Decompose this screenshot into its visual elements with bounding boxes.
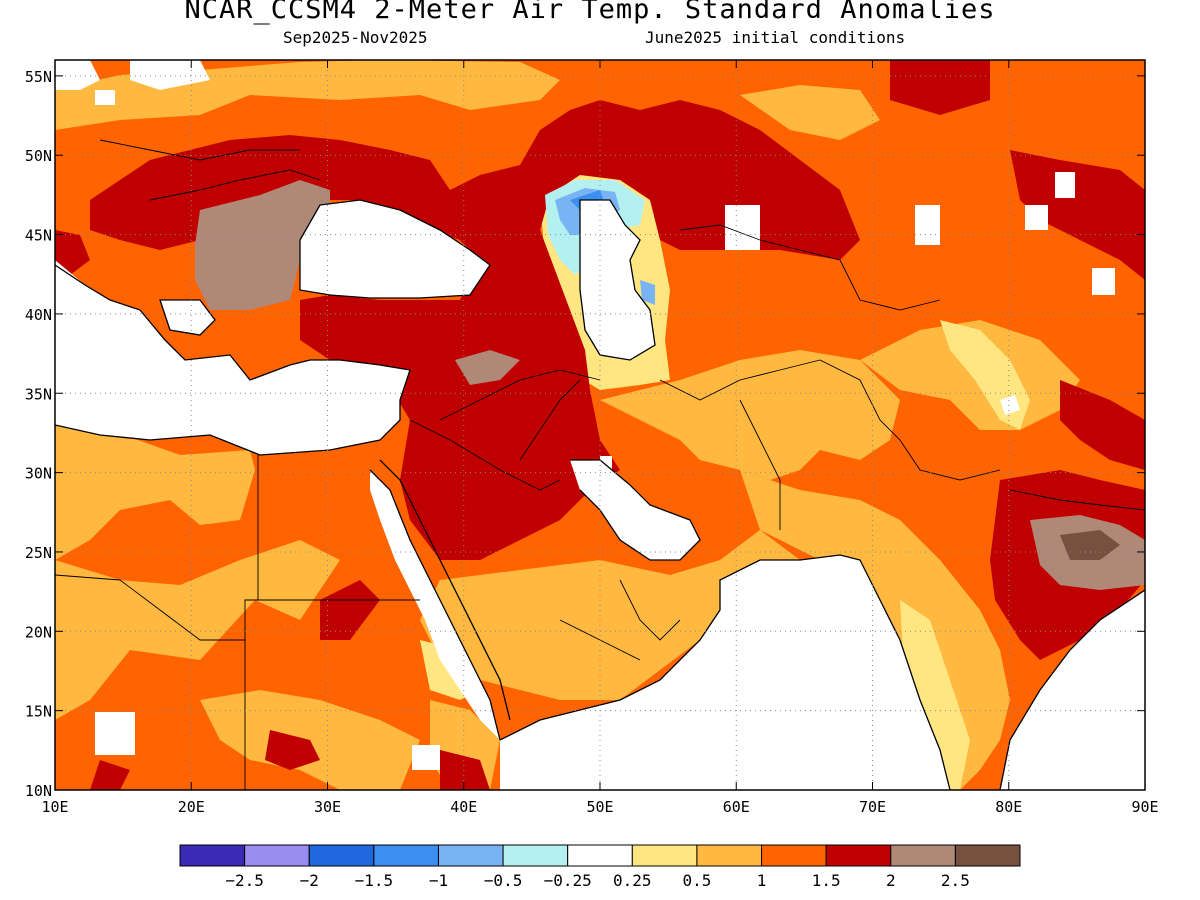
lat-label: 10N: [25, 782, 52, 800]
colorbar-label: 2: [886, 871, 896, 890]
lat-label: 35N: [25, 385, 52, 403]
lat-label: 20N: [25, 623, 52, 641]
lon-label: 90E: [1131, 798, 1158, 816]
colorbar-swatch: [437, 844, 504, 867]
colorbar-label: 0.25: [613, 871, 652, 890]
colorbar-label: −1: [429, 871, 448, 890]
colorbar-label: 1: [757, 871, 767, 890]
lat-label: 30N: [25, 465, 52, 483]
masked-areas: [55, 60, 1145, 790]
anomaly-field-extreme: [1060, 530, 1120, 560]
lon-label: 70E: [859, 798, 886, 816]
map-title: NCAR_CCSM4 2-Meter Air Temp. Standard An…: [184, 0, 996, 25]
country-borders: [55, 139, 1145, 790]
colorbar-swatch: [696, 844, 763, 867]
lon-label: 20E: [178, 798, 205, 816]
colorbar-swatch: [373, 844, 439, 867]
colorbar-swatch: [825, 844, 892, 867]
colorbar-swatch: [502, 844, 569, 867]
colorbar-swatch: [308, 844, 375, 867]
colorbar-label: 1.5: [812, 871, 841, 890]
colorbar-swatch: [567, 844, 633, 867]
longitude-labels: 10E 20E 30E 40E 50E 60E 70E 80E 90E: [41, 798, 1158, 816]
lon-label: 80E: [995, 798, 1022, 816]
colorbar-swatch: [631, 844, 698, 867]
colorbar-label: −2: [300, 871, 319, 890]
forecast-period: Sep2025-Nov2025: [283, 28, 428, 47]
colorbar: [179, 844, 1021, 867]
colorbar-label: −1.5: [355, 871, 394, 890]
colorbar-swatch: [761, 844, 827, 867]
colorbar-swatch: [890, 844, 956, 867]
latitude-labels: 55N 50N 45N 40N 35N 30N 25N 20N 15N 10N: [25, 68, 52, 800]
lon-label: 30E: [314, 798, 341, 816]
colorbar-label: −2.5: [225, 871, 264, 890]
colorbar-labels: −2.5 −2 −1.5 −1 −0.5 −0.25 0.25 0.5 1 1.5 2 2.5: [225, 871, 969, 890]
colorbar-label: −0.5: [484, 871, 523, 890]
plot-area: [55, 60, 1145, 790]
coastlines: [55, 199, 1145, 790]
lat-label: 50N: [25, 147, 52, 165]
initial-conditions: June2025 initial conditions: [645, 28, 906, 47]
lon-label: 60E: [723, 798, 750, 816]
lat-label: 45N: [25, 227, 52, 245]
lon-label: 50E: [586, 798, 613, 816]
lat-label: 25N: [25, 544, 52, 562]
lon-label: 40E: [450, 798, 477, 816]
grid-lines: [55, 60, 1145, 790]
colorbar-label: 0.5: [682, 871, 711, 890]
colorbar-label: −0.25: [544, 871, 592, 890]
colorbar-swatch: [179, 844, 246, 867]
anomaly-field-strong: [55, 60, 1145, 790]
axis-ticks: [54, 60, 1146, 791]
colorbar-label: 2.5: [941, 871, 970, 890]
lon-label: 10E: [41, 798, 68, 816]
lat-label: 15N: [25, 703, 52, 721]
colorbar-swatch: [954, 844, 1021, 867]
lat-label: 55N: [25, 68, 52, 86]
colorbar-swatch: [244, 844, 310, 867]
lat-label: 40N: [25, 306, 52, 324]
